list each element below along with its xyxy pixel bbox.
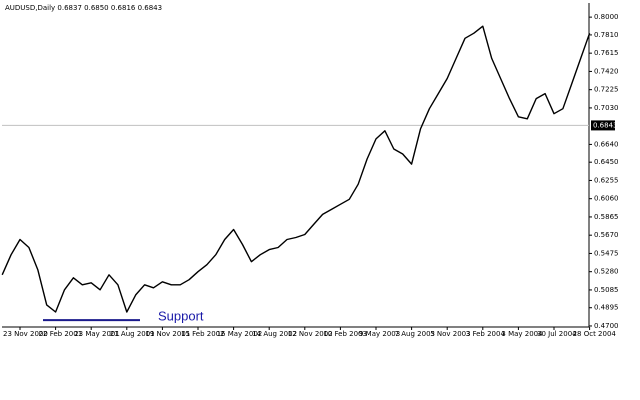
x-tick-label: 7 Aug 2003 <box>395 330 435 338</box>
y-tick-label: 0.5670 <box>594 231 619 239</box>
x-tick-label: 3 Feb 2004 <box>466 330 506 338</box>
x-tick-label: 21 Aug 2001 <box>110 330 155 338</box>
y-tick-label: 0.7615 <box>594 49 619 57</box>
x-tick-label: 19 Nov 2001 <box>145 330 190 338</box>
y-tick-label: 0.4895 <box>594 304 619 312</box>
y-tick-label: 0.6255 <box>594 176 619 184</box>
x-tick-label: 23 Nov 2000 <box>3 330 48 338</box>
y-tick-label: 0.4700 <box>594 322 619 330</box>
x-tick-label: 3 May 2004 <box>501 330 543 338</box>
y-tick-label: 0.6640 <box>594 140 619 148</box>
x-tick-label: 9 May 2003 <box>359 330 400 338</box>
x-tick-label: 23 May 2001 <box>74 330 120 338</box>
x-tick-label: 5 Nov 2003 <box>430 330 470 338</box>
price-line <box>1 25 591 313</box>
x-tick-label: 22 Feb 2001 <box>39 330 83 338</box>
current-price-label: 0.6843 <box>593 121 618 129</box>
support-label: Support <box>158 309 204 324</box>
x-tick-label: 14 Aug 2002 <box>252 330 297 338</box>
chart-title: AUDUSD,Daily 0.6837 0.6850 0.6816 0.6843 <box>5 4 162 12</box>
y-tick-label: 0.8000 <box>594 13 619 21</box>
y-tick-label: 0.5085 <box>594 286 619 294</box>
y-tick-label: 0.7810 <box>594 31 619 39</box>
x-tick-label: 15 Feb 2002 <box>181 330 225 338</box>
y-tick-label: 0.5475 <box>594 249 619 257</box>
y-tick-label: 0.6060 <box>594 195 619 203</box>
x-tick-label: 16 May 2002 <box>217 330 263 338</box>
y-tick-label: 0.7030 <box>594 104 619 112</box>
y-tick-label: 0.5280 <box>594 268 619 276</box>
x-tick-label: 12 Nov 2002 <box>288 330 333 338</box>
x-tick-label: 30 Jul 2004 <box>537 330 577 338</box>
y-tick-label: 0.5865 <box>594 213 619 221</box>
y-tick-label: 0.6450 <box>594 158 619 166</box>
x-tick-label: 10 Feb 2003 <box>323 330 367 338</box>
y-tick-label: 0.7225 <box>594 86 619 94</box>
price-label-box <box>591 120 615 131</box>
x-tick-label: 28 Oct 2004 <box>573 330 617 338</box>
y-tick-label: 0.7420 <box>594 67 619 75</box>
